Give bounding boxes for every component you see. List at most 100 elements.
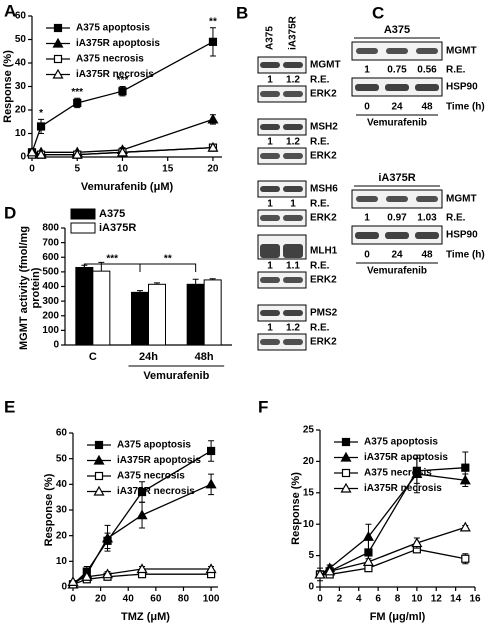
- data-point: [461, 554, 470, 563]
- legend-label: iA375R apoptosis: [364, 452, 448, 463]
- blot-band: [283, 215, 303, 221]
- data-point: [71, 148, 83, 159]
- data-point: [411, 468, 423, 479]
- protein-label: MGMT: [310, 60, 341, 71]
- y-tick-label: 30: [15, 81, 27, 92]
- significance: ***: [106, 254, 118, 265]
- y-axis-title: Response (%): [43, 473, 55, 546]
- data-point: [206, 446, 216, 456]
- data-point: [459, 474, 471, 485]
- y-tick-label: 800: [42, 223, 59, 234]
- data-point: [36, 122, 46, 131]
- y-tick-label: 0: [20, 152, 26, 163]
- data-point: [205, 563, 217, 574]
- blot-band: [356, 48, 378, 54]
- data-point: [73, 98, 82, 108]
- loading-label: ERK2: [310, 275, 337, 286]
- blot-band: [355, 84, 379, 91]
- blot-band: [283, 277, 303, 283]
- y-tick-label: 20: [56, 530, 68, 541]
- x-tick-label: 4: [356, 594, 362, 605]
- y-tick-label: 60: [15, 11, 27, 22]
- data-point: [324, 565, 336, 576]
- y-tick-label: 5: [308, 550, 314, 561]
- x-tick-label: 5: [74, 164, 80, 175]
- blot-band: [260, 339, 280, 345]
- y-tick-label: 40: [15, 58, 27, 69]
- legend-label: iA375R: [99, 222, 136, 234]
- blot-band: [283, 339, 303, 345]
- y-axis-title: Response (%): [290, 472, 302, 545]
- blot-band: [260, 277, 280, 283]
- legend-marker: [94, 440, 104, 450]
- re-label: R.E.: [310, 323, 330, 334]
- legend-label: iA375R necrosis: [76, 69, 154, 80]
- x-tick-label: 48h: [195, 351, 214, 363]
- blot-band: [260, 244, 280, 258]
- legend-marker: [341, 468, 351, 478]
- panel-label: A: [4, 1, 16, 20]
- data-point: [118, 87, 127, 96]
- re-value: 1: [267, 199, 273, 210]
- protein-label: PMS2: [310, 308, 338, 319]
- protein-label: MGMT: [446, 46, 477, 57]
- x-tick-label: 10: [117, 164, 129, 175]
- x-tick-label: 0: [70, 594, 76, 605]
- re-value: 1: [364, 213, 370, 224]
- loading-label: ERK2: [310, 89, 337, 100]
- x-tick-label: 14: [450, 594, 462, 605]
- y-tick-label: 0: [53, 340, 59, 351]
- y-tick-label: 300: [42, 296, 59, 307]
- blot-frame: [257, 118, 307, 136]
- re-label: R.E.: [310, 261, 330, 272]
- lane-label: A375: [265, 26, 276, 50]
- blot-band: [415, 232, 439, 239]
- blot-band: [283, 186, 303, 192]
- blot-band: [385, 232, 409, 239]
- blot-band: [386, 48, 408, 54]
- loading-label: ERK2: [310, 337, 337, 348]
- data-point: [362, 531, 374, 541]
- data-point: [459, 521, 471, 532]
- blot-frame: [257, 304, 307, 322]
- data-point: [101, 532, 114, 543]
- re-value: 1: [364, 65, 370, 76]
- legend-marker: [93, 454, 105, 465]
- data-point: [35, 148, 47, 159]
- panel-label: E: [4, 397, 15, 416]
- legend-swatch: [70, 222, 96, 234]
- y-tick-label: 100: [42, 325, 59, 336]
- legend-marker: [341, 437, 351, 447]
- re-value: 1.2: [286, 137, 300, 148]
- re-label: R.E.: [446, 213, 466, 224]
- blot-band: [385, 84, 409, 91]
- re-value: 1.2: [286, 75, 300, 86]
- data-point: [207, 141, 219, 152]
- y-tick-label: 600: [42, 252, 59, 263]
- group-title: A375: [384, 24, 410, 36]
- significance: ***: [117, 75, 129, 86]
- x-tick-label: 16: [469, 594, 481, 605]
- re-value: 1: [267, 137, 273, 148]
- bar: [92, 270, 111, 346]
- time-value: 48: [421, 102, 433, 113]
- y-tick-label: 20: [303, 456, 315, 467]
- y-tick-label: 20: [15, 105, 27, 116]
- blot-band: [260, 62, 280, 68]
- bar: [186, 283, 205, 346]
- blot-band: [415, 84, 439, 91]
- data-point: [136, 509, 148, 520]
- y-tick-label: 10: [303, 519, 315, 530]
- y-tick-label: 25: [303, 425, 315, 436]
- re-label: R.E.: [310, 75, 330, 86]
- legend-marker: [94, 471, 104, 481]
- legend-label: A375 necrosis: [364, 468, 432, 479]
- time-label: Time (h): [446, 102, 485, 113]
- panel-label: C: [372, 3, 384, 22]
- time-value: 0: [364, 250, 370, 261]
- y-tick-label: 500: [42, 267, 59, 278]
- data-point: [101, 568, 114, 579]
- legend-label: A375 apoptosis: [117, 440, 191, 451]
- blot-band: [283, 124, 303, 130]
